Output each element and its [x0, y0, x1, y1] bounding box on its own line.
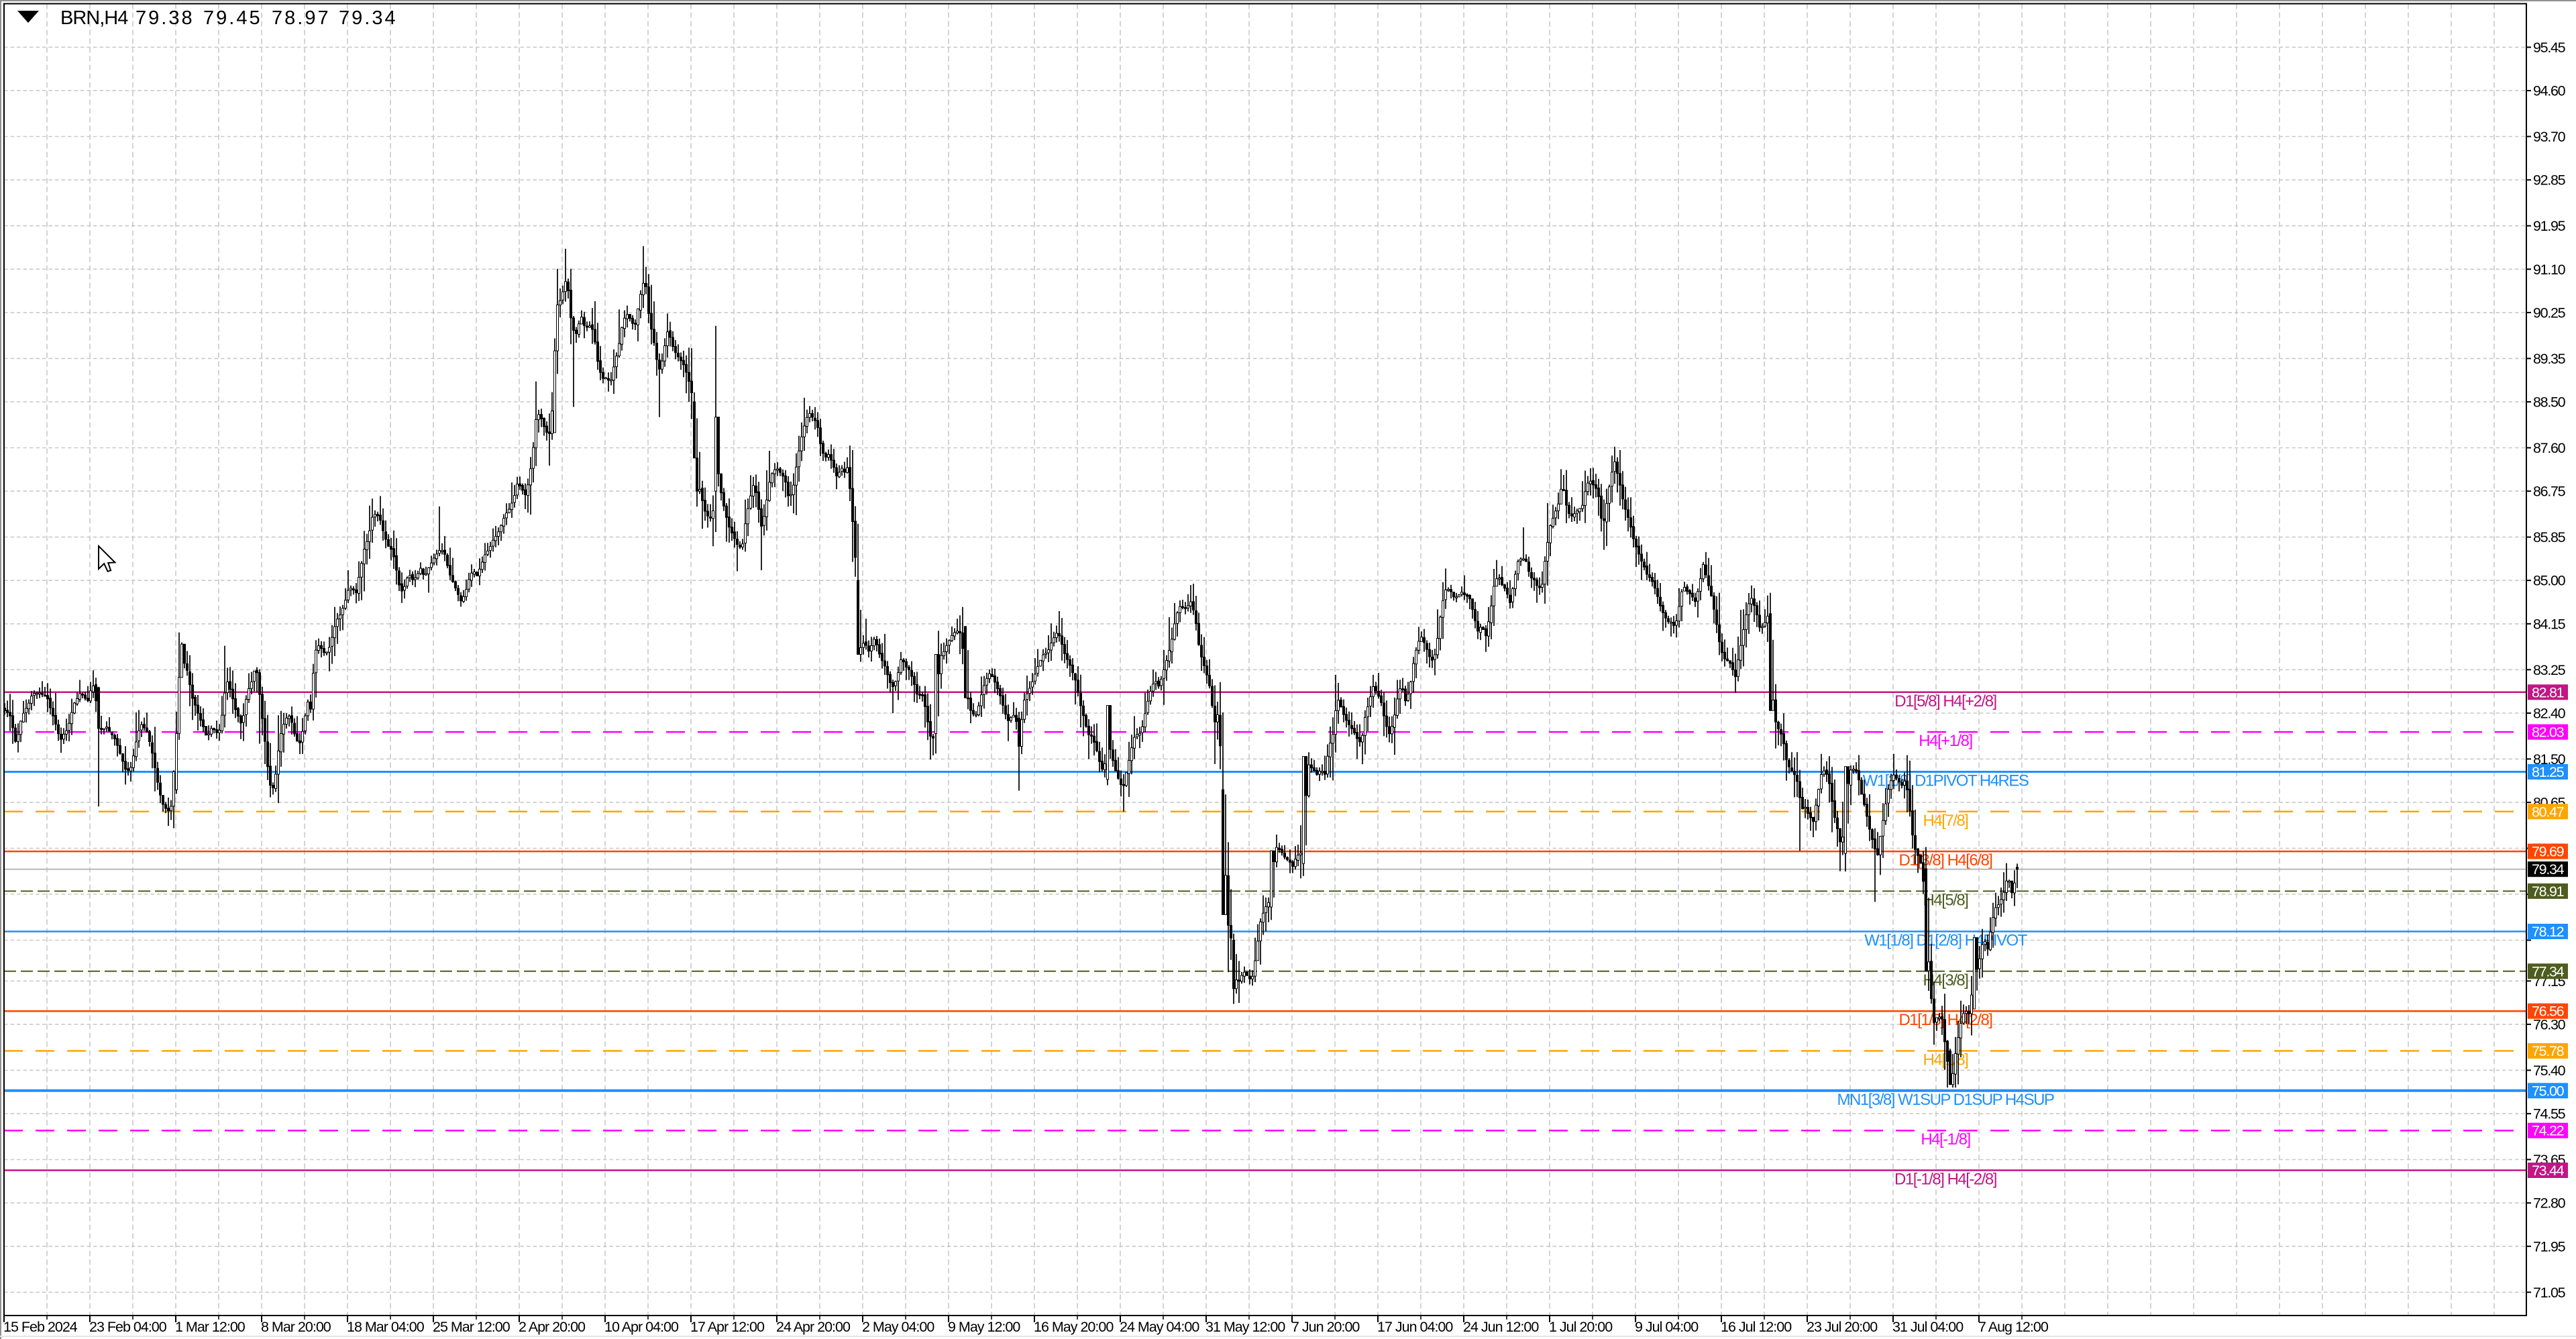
svg-text:16 Jul 12:00: 16 Jul 12:00	[1721, 1319, 1792, 1335]
svg-text:75.78: 75.78	[2532, 1043, 2565, 1059]
svg-text:71.95: 71.95	[2533, 1238, 2566, 1254]
svg-text:76.56: 76.56	[2532, 1004, 2565, 1020]
svg-text:D1[3/8] H4[6/8]: D1[3/8] H4[6/8]	[1899, 851, 1992, 869]
svg-text:95.45: 95.45	[2533, 40, 2566, 56]
svg-text:79.45: 79.45	[203, 7, 262, 29]
svg-text:71.05: 71.05	[2533, 1285, 2566, 1301]
svg-text:7 Aug 12:00: 7 Aug 12:00	[1978, 1319, 2049, 1335]
svg-text:79.38: 79.38	[136, 7, 195, 29]
svg-text:91.95: 91.95	[2533, 218, 2566, 234]
svg-text:74.22: 74.22	[2532, 1123, 2564, 1139]
svg-text:31 Jul 04:00: 31 Jul 04:00	[1892, 1319, 1964, 1335]
svg-text:91.10: 91.10	[2533, 262, 2566, 278]
svg-text:89.35: 89.35	[2533, 351, 2566, 367]
svg-text:87.60: 87.60	[2533, 440, 2566, 456]
svg-text:83.25: 83.25	[2533, 662, 2566, 678]
svg-text:80.47: 80.47	[2532, 804, 2564, 820]
svg-text:D1[5/8] H4[+2/8]: D1[5/8] H4[+2/8]	[1894, 692, 1996, 710]
svg-text:25 Mar 12:00: 25 Mar 12:00	[433, 1319, 511, 1335]
svg-text:90.25: 90.25	[2533, 305, 2566, 321]
svg-text:23 Jul 20:00: 23 Jul 20:00	[1807, 1319, 1878, 1335]
svg-text:78.97: 78.97	[272, 7, 331, 29]
svg-text:W1[1/8] D1[2/8] H4PIVOT: W1[1/8] D1[2/8] H4PIVOT	[1864, 932, 2027, 950]
svg-text:86.75: 86.75	[2533, 484, 2566, 500]
svg-text:1 Mar 12:00: 1 Mar 12:00	[175, 1319, 246, 1335]
svg-text:79.69: 79.69	[2532, 844, 2564, 860]
svg-text:H4[7/8]: H4[7/8]	[1923, 812, 1968, 830]
svg-text:H4[5/8]: H4[5/8]	[1923, 891, 1968, 909]
svg-text:88.50: 88.50	[2533, 394, 2566, 411]
svg-text:24 May 04:00: 24 May 04:00	[1120, 1319, 1199, 1335]
svg-text:93.70: 93.70	[2533, 129, 2566, 145]
svg-text:82.40: 82.40	[2533, 706, 2566, 722]
svg-text:73.44: 73.44	[2532, 1163, 2565, 1179]
svg-text:H4[-1/8]: H4[-1/8]	[1921, 1130, 1970, 1148]
svg-text:24 Apr 20:00: 24 Apr 20:00	[776, 1319, 851, 1335]
svg-text:85.00: 85.00	[2533, 573, 2566, 589]
svg-text:78.12: 78.12	[2532, 924, 2564, 940]
svg-text:78.91: 78.91	[2532, 883, 2564, 900]
svg-text:76.30: 76.30	[2533, 1016, 2566, 1032]
svg-text:77.34: 77.34	[2532, 963, 2565, 979]
svg-text:75.40: 75.40	[2533, 1063, 2566, 1079]
svg-text:79.34: 79.34	[2532, 861, 2565, 877]
svg-text:2 Apr 20:00: 2 Apr 20:00	[519, 1319, 586, 1335]
svg-text:79.34: 79.34	[339, 7, 398, 29]
svg-text:94.60: 94.60	[2533, 83, 2566, 99]
svg-text:H4[+1/8]: H4[+1/8]	[1919, 732, 1972, 750]
svg-text:9 Jul 04:00: 9 Jul 04:00	[1635, 1319, 1699, 1335]
svg-text:17 Apr 12:00: 17 Apr 12:00	[690, 1319, 765, 1335]
svg-text:7 Jun 20:00: 7 Jun 20:00	[1291, 1319, 1360, 1335]
svg-text:82.81: 82.81	[2532, 684, 2564, 700]
svg-text:72.80: 72.80	[2533, 1195, 2566, 1212]
svg-text:10 Apr 04:00: 10 Apr 04:00	[604, 1319, 679, 1335]
svg-text:31 May 12:00: 31 May 12:00	[1205, 1319, 1285, 1335]
svg-text:9 May 12:00: 9 May 12:00	[948, 1319, 1020, 1335]
svg-text:BRN,H4: BRN,H4	[60, 7, 128, 29]
svg-text:15 Feb 2024: 15 Feb 2024	[3, 1319, 78, 1335]
svg-text:23 Feb 04:00: 23 Feb 04:00	[89, 1319, 167, 1335]
svg-text:24 Jun 12:00: 24 Jun 12:00	[1463, 1319, 1539, 1335]
svg-text:MN1[3/8] W1SUP D1SUP H4SUP: MN1[3/8] W1SUP D1SUP H4SUP	[1837, 1091, 2054, 1109]
svg-text:82.03: 82.03	[2532, 725, 2565, 741]
svg-text:18 Mar 04:00: 18 Mar 04:00	[347, 1319, 425, 1335]
svg-text:17 Jun 04:00: 17 Jun 04:00	[1377, 1319, 1453, 1335]
svg-text:84.15: 84.15	[2533, 616, 2566, 632]
svg-text:2 May 04:00: 2 May 04:00	[862, 1319, 934, 1335]
svg-text:16 May 20:00: 16 May 20:00	[1034, 1319, 1114, 1335]
svg-text:8 Mar 20:00: 8 Mar 20:00	[261, 1319, 331, 1335]
svg-text:D1[-1/8] H4[-2/8]: D1[-1/8] H4[-2/8]	[1894, 1171, 1996, 1189]
svg-text:92.85: 92.85	[2533, 172, 2566, 189]
svg-text:81.25: 81.25	[2532, 764, 2565, 780]
svg-text:H4[3/8]: H4[3/8]	[1923, 971, 1968, 989]
svg-text:1 Jul 20:00: 1 Jul 20:00	[1549, 1319, 1613, 1335]
svg-text:W1[2/8] D1PIVOT H4RES: W1[2/8] D1PIVOT H4RES	[1863, 772, 2029, 790]
svg-text:74.55: 74.55	[2533, 1106, 2566, 1122]
svg-text:75.00: 75.00	[2532, 1083, 2565, 1099]
svg-text:85.85: 85.85	[2533, 529, 2566, 545]
